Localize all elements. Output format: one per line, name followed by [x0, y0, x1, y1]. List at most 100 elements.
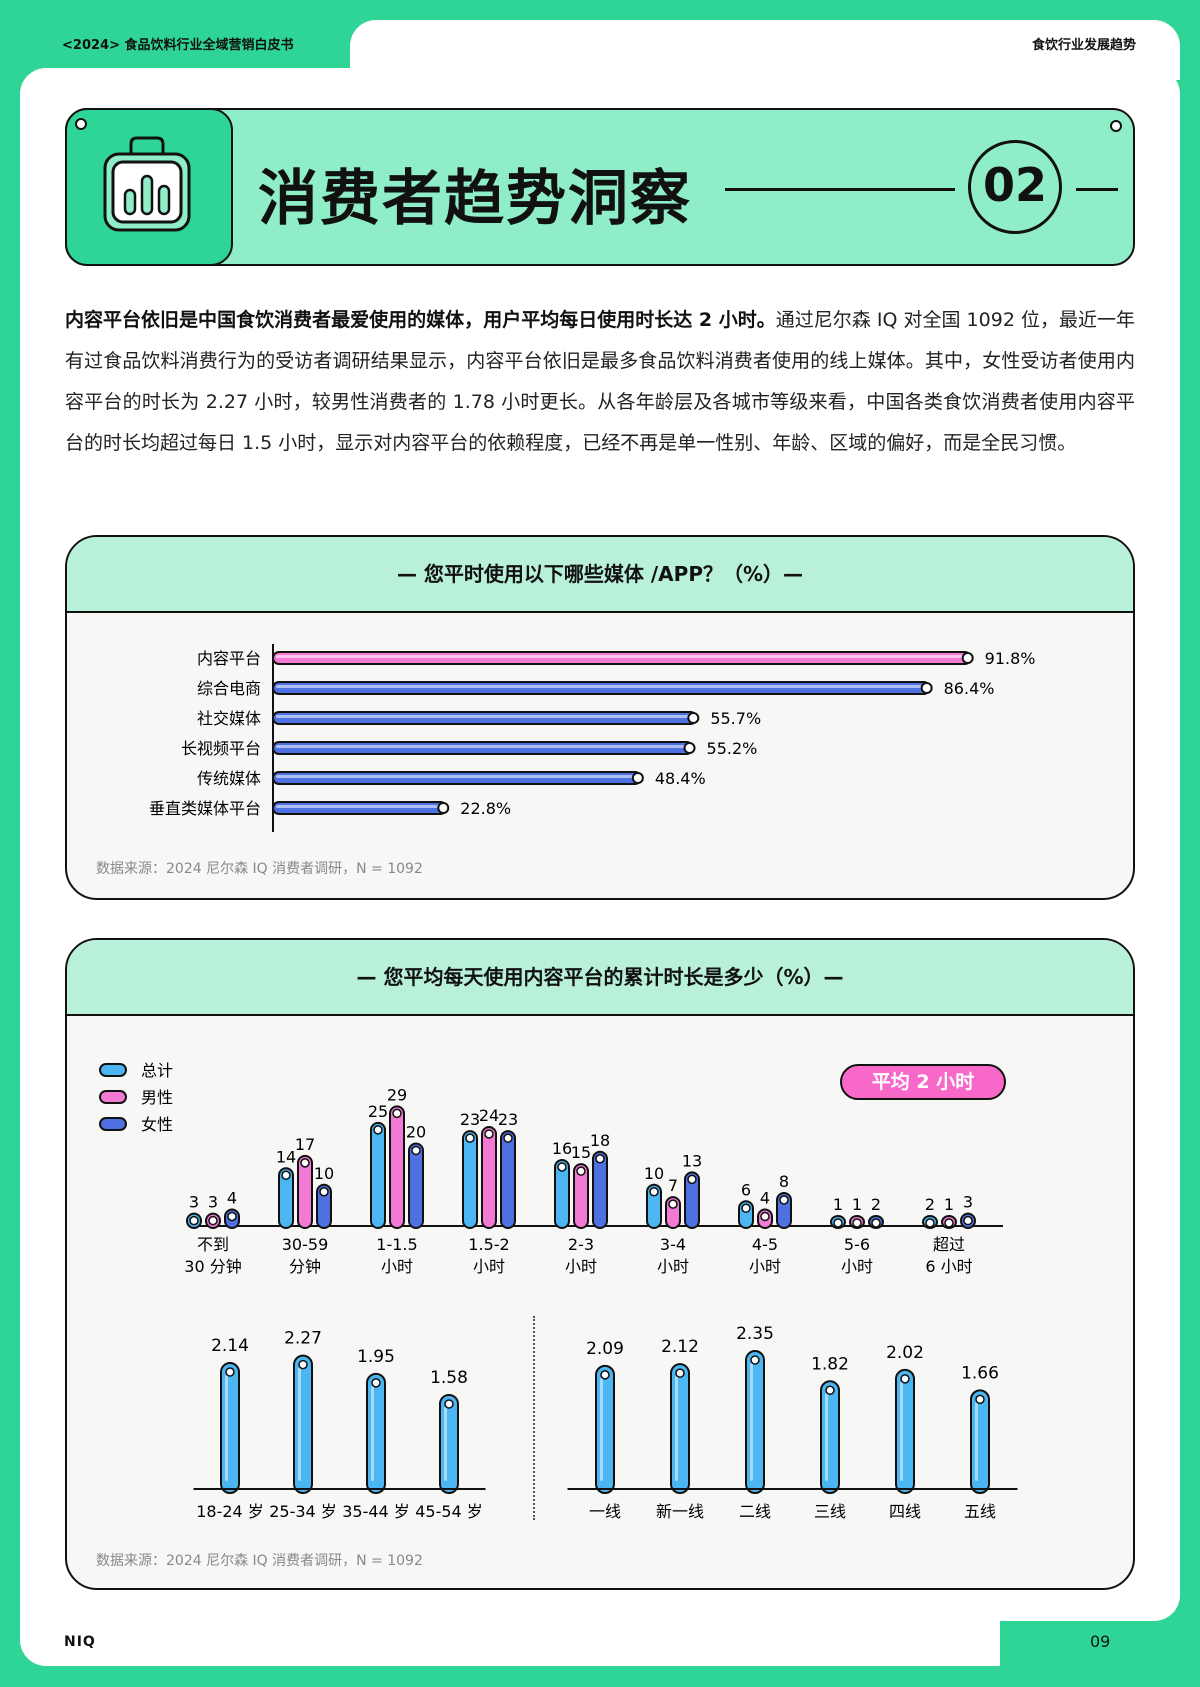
value-label: 86.4%	[944, 679, 995, 698]
category-label: 1-1.5	[376, 1235, 417, 1254]
value-label: 23	[460, 1110, 480, 1129]
category-label: 分钟	[289, 1257, 321, 1276]
category-label: 内容平台	[197, 649, 261, 668]
bar	[670, 1363, 690, 1494]
bar	[646, 1183, 662, 1229]
bar	[573, 1163, 589, 1229]
legend-swatch	[99, 1063, 127, 1077]
value-label: 4	[227, 1189, 237, 1208]
legend-label: 总计	[141, 1061, 173, 1080]
bar-dot	[576, 1166, 586, 1176]
bar-dot	[595, 1154, 605, 1164]
category-label: 垂直类媒体平台	[149, 799, 261, 818]
category-label: 2-3	[568, 1235, 594, 1254]
category-label: 小时	[381, 1257, 413, 1276]
category-label: 5-6	[844, 1235, 870, 1254]
value-label: 91.8%	[985, 649, 1036, 668]
bar-highlight	[276, 685, 923, 688]
bar	[820, 1380, 840, 1494]
bar-end-dot	[683, 742, 696, 754]
section-banner	[65, 108, 1135, 266]
bar	[316, 1183, 332, 1229]
value-label: 20	[406, 1123, 426, 1142]
document-header: <2024> 食品饮料行业全域营销白皮书	[62, 38, 294, 53]
bar-dot	[833, 1218, 843, 1228]
bar-dot	[208, 1215, 218, 1226]
legend-label: 女性	[141, 1115, 173, 1134]
media-usage-source: 数据来源：2024 尼尔森 IQ 消费者调研，N = 1092	[96, 861, 423, 877]
value-label: 2.12	[661, 1337, 699, 1357]
category-label: 小时	[657, 1257, 689, 1276]
value-label: 1	[833, 1195, 843, 1214]
value-label: 6	[741, 1180, 751, 1199]
category-label: 传统媒体	[197, 769, 261, 788]
bar-dot	[925, 1218, 935, 1228]
banner-title: 消费者趋势洞察	[258, 164, 692, 234]
city-tier-chart: 2.09 一线 2.12 新一线 2.35 二线 1.82 三线 2.02 四线 1.66 五线	[567, 1324, 1018, 1521]
bar-highlight	[675, 1376, 678, 1481]
bar	[439, 1393, 459, 1494]
bar-dot	[600, 1370, 610, 1380]
category-label: 三线	[814, 1502, 846, 1521]
bar-dot	[225, 1367, 235, 1377]
value-label: 1.95	[357, 1347, 395, 1367]
category-label: 小时	[473, 1257, 505, 1276]
value-label: 15	[571, 1143, 591, 1162]
bar	[370, 1121, 386, 1229]
value-label: 7	[668, 1176, 678, 1195]
value-label: 1	[944, 1195, 954, 1214]
bar	[293, 1354, 313, 1494]
bar-highlight	[825, 1393, 828, 1481]
bar	[297, 1154, 313, 1229]
value-label: 23	[498, 1110, 518, 1129]
bar-dot	[300, 1158, 310, 1168]
category-label: 小时	[841, 1257, 873, 1276]
average-badge: 平均 2 小时	[840, 1064, 1006, 1100]
bar	[554, 1159, 570, 1229]
value-label: 2.09	[586, 1339, 624, 1359]
section-header: 食饮行业发展趋势	[1031, 38, 1136, 53]
value-label: 2.35	[736, 1324, 774, 1344]
value-label: 55.2%	[707, 739, 758, 758]
bar	[366, 1372, 386, 1494]
bar-dot	[779, 1195, 789, 1205]
value-label: 25	[368, 1102, 388, 1121]
value-label: 24	[479, 1106, 499, 1125]
category-label: 四线	[889, 1502, 921, 1521]
category-label: 3-4	[660, 1235, 686, 1254]
value-label: 22.8%	[460, 799, 511, 818]
intro-paragraph: 内容平台依旧是中国食饮消费者最爱使用的媒体，用户平均每日使用时长达 2 小时。通…	[65, 300, 1135, 464]
category-label: 30 分钟	[184, 1257, 241, 1276]
legend-label: 男性	[141, 1088, 173, 1107]
bar	[970, 1389, 990, 1494]
value-label: 10	[314, 1164, 334, 1183]
section-number-circle	[968, 140, 1062, 234]
intro-highlight: 内容平台依旧是中国食饮消费者最爱使用的媒体，用户平均每日使用时长达 2 小时。	[65, 309, 776, 331]
bar-dot	[687, 1174, 697, 1185]
bar-dot	[371, 1378, 381, 1388]
daily-time-source: 数据来源：2024 尼尔森 IQ 消费者调研，N = 1092	[96, 1553, 423, 1569]
category-label: 30-59	[282, 1235, 329, 1254]
value-label: 2.27	[284, 1329, 322, 1349]
bar	[745, 1350, 765, 1494]
bar	[500, 1130, 516, 1229]
bar	[595, 1364, 615, 1494]
bar-dot	[649, 1187, 659, 1197]
category-label: 45-54 岁	[415, 1502, 483, 1521]
bar-highlight	[750, 1363, 753, 1481]
category-label: 35-44 岁	[342, 1502, 410, 1521]
category-label: 新一线	[656, 1502, 704, 1521]
bar	[481, 1126, 497, 1229]
bar	[220, 1362, 240, 1494]
bar-dot	[975, 1394, 985, 1405]
bar	[684, 1171, 700, 1229]
bar-highlight	[600, 1377, 603, 1481]
bar-dot	[319, 1187, 329, 1197]
bar-dot	[189, 1215, 199, 1226]
value-label: 2.14	[211, 1336, 249, 1356]
category-label: 综合电商	[197, 679, 261, 698]
bar	[462, 1130, 478, 1229]
bar-dot	[825, 1385, 835, 1396]
bar-dot	[298, 1359, 308, 1370]
